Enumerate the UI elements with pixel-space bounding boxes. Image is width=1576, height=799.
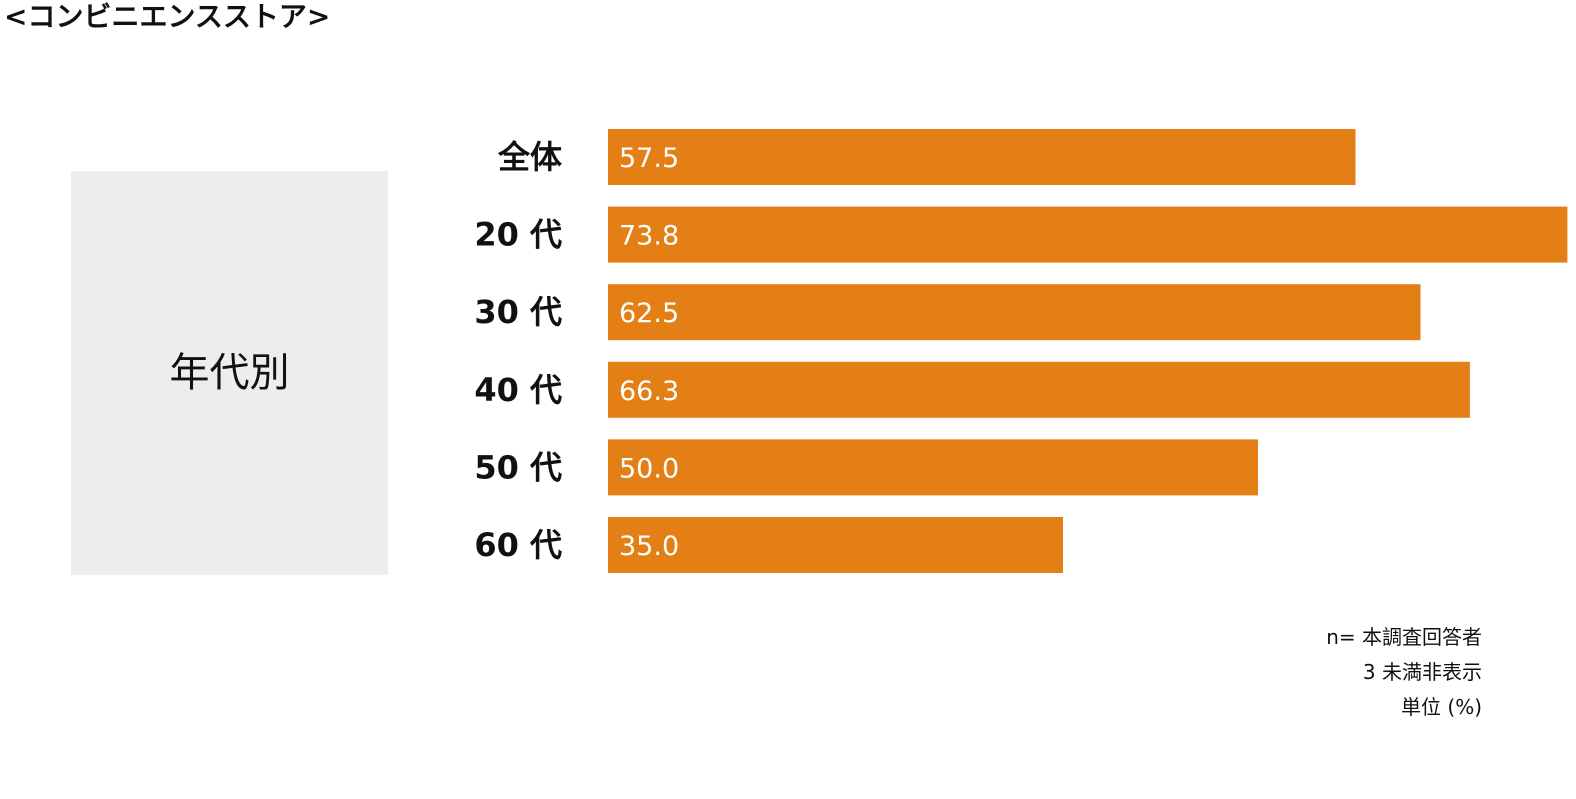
bar-5 (608, 517, 1063, 573)
category-label-3: 40 代 (474, 371, 562, 409)
value-label-0: 57.5 (619, 143, 679, 174)
category-label-0: 全体 (497, 138, 562, 176)
value-label-2: 62.5 (619, 298, 679, 329)
group-panel: 年代別 (71, 171, 388, 575)
category-label-2: 30 代 (474, 293, 562, 331)
value-label-5: 35.0 (619, 531, 679, 562)
bar-chart: 全体 57.5 20 代 73.8 30 代 62.5 40 代 66.3 50 代 50.0 60… (474, 129, 1568, 573)
value-label-1: 73.8 (619, 221, 679, 252)
bar-1 (608, 206, 1568, 263)
group-label: 年代別 (169, 350, 290, 396)
chart-notes: n= 本調査回答者 3 未満非表示 単位 (%) (1326, 620, 1482, 725)
bar-0 (608, 129, 1356, 185)
value-label-4: 50.0 (619, 453, 679, 484)
note-unit: 単位 (%) (1401, 695, 1482, 719)
bar-3 (608, 361, 1470, 418)
category-label-1: 20 代 (474, 216, 562, 254)
bar-2 (608, 284, 1421, 341)
bar-4 (608, 439, 1258, 496)
value-label-3: 66.3 (619, 376, 679, 407)
note-sample: n= 本調査回答者 (1326, 625, 1482, 649)
category-label-4: 50 代 (474, 448, 562, 486)
chart-title: <コンビニエンスストア> (4, 0, 331, 33)
category-label-5: 60 代 (474, 526, 562, 564)
note-threshold: 3 未満非表示 (1362, 660, 1482, 684)
